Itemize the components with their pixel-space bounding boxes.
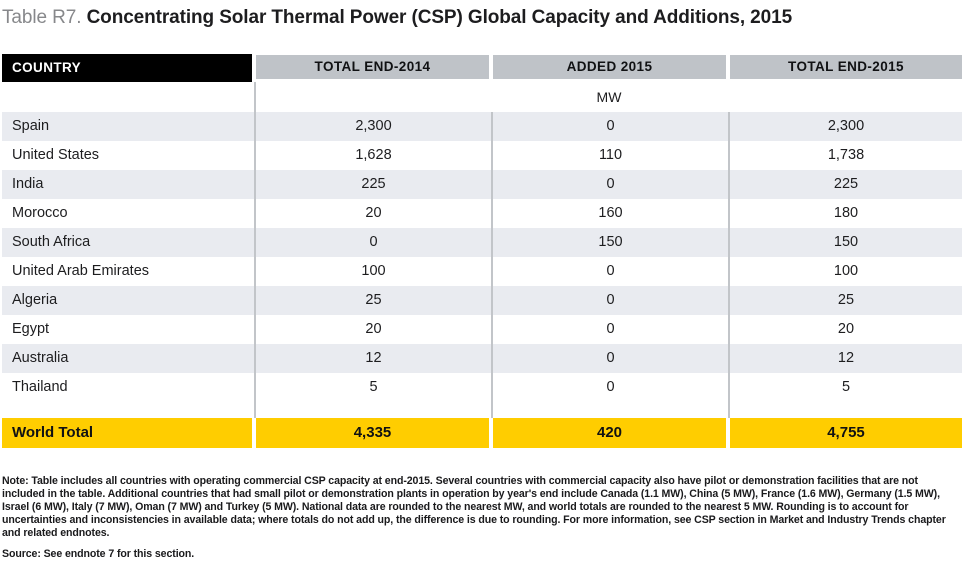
country-cell: India	[2, 170, 254, 199]
value-cell: 1,738	[728, 141, 962, 170]
unit-label: MW	[254, 82, 962, 112]
value-cell: 180	[728, 199, 962, 228]
table-title-prefix: Table R7.	[2, 7, 82, 28]
value-cell: 100	[728, 257, 962, 286]
value-cell: 2,300	[728, 112, 962, 141]
value-cell: 0	[491, 344, 728, 373]
country-cell: United Arab Emirates	[2, 257, 254, 286]
unit-row: MW	[2, 82, 962, 112]
value-cell: 25	[728, 286, 962, 315]
table-note: Note: Table includes all countries with …	[2, 475, 946, 539]
table-row-united-states: United States 1,628 110 1,738	[2, 141, 962, 170]
country-cell: United States	[2, 141, 254, 170]
value-cell: 2,300	[254, 112, 491, 141]
total-label-cell: World Total	[2, 418, 252, 448]
total-value-cell: 4,755	[730, 418, 962, 448]
value-cell: 0	[491, 286, 728, 315]
country-cell: South Africa	[2, 228, 254, 257]
table-row-australia: Australia 12 0 12	[2, 344, 962, 373]
country-cell: Australia	[2, 344, 254, 373]
total-value-cell: 4,335	[256, 418, 489, 448]
value-cell: 1,628	[254, 141, 491, 170]
unit-row-spacer	[2, 82, 254, 112]
table-title: Table R7. Concentrating Solar Thermal Po…	[2, 5, 962, 31]
country-cell: Spain	[2, 112, 254, 141]
value-cell: 20	[254, 315, 491, 344]
header-country: COUNTRY	[2, 54, 252, 82]
table-row-morocco: Morocco 20 160 180	[2, 199, 962, 228]
value-cell: 0	[491, 170, 728, 199]
table-title-main: Concentrating Solar Thermal Power (CSP) …	[86, 7, 793, 28]
value-cell: 100	[254, 257, 491, 286]
value-cell: 160	[491, 199, 728, 228]
header-added-2015: ADDED 2015	[493, 55, 726, 79]
table-total-row: World Total 4,335 420 4,755	[2, 418, 962, 448]
value-cell: 0	[491, 112, 728, 141]
value-cell: 5	[254, 373, 491, 402]
value-cell: 225	[254, 170, 491, 199]
table-source: Source: See endnote 7 for this section.	[2, 548, 195, 560]
table-row-united-arab-emirates: United Arab Emirates 100 0 100	[2, 257, 962, 286]
table-row-thailand: Thailand 5 0 5	[2, 373, 962, 402]
country-cell: Thailand	[2, 373, 254, 402]
country-cell: Algeria	[2, 286, 254, 315]
table-row-spain: Spain 2,300 0 2,300	[2, 112, 962, 141]
table-spacer-row	[2, 402, 962, 418]
value-cell: 12	[728, 344, 962, 373]
value-cell: 12	[254, 344, 491, 373]
table-row-south-africa: South Africa 0 150 150	[2, 228, 962, 257]
value-cell: 5	[728, 373, 962, 402]
table-header-row: COUNTRY TOTAL END-2014 ADDED 2015 TOTAL …	[2, 54, 962, 82]
value-cell: 0	[491, 257, 728, 286]
value-cell: 150	[491, 228, 728, 257]
country-cell: Morocco	[2, 199, 254, 228]
total-value-cell: 420	[493, 418, 726, 448]
value-cell: 25	[254, 286, 491, 315]
value-cell: 20	[728, 315, 962, 344]
table-row-algeria: Algeria 25 0 25	[2, 286, 962, 315]
table-row-india: India 225 0 225	[2, 170, 962, 199]
value-cell: 20	[254, 199, 491, 228]
value-cell: 0	[491, 315, 728, 344]
header-total-end-2014: TOTAL END-2014	[256, 55, 489, 79]
value-cell: 110	[491, 141, 728, 170]
value-cell: 0	[491, 373, 728, 402]
header-total-end-2015: TOTAL END-2015	[730, 55, 962, 79]
value-cell: 225	[728, 170, 962, 199]
table-row-egypt: Egypt 20 0 20	[2, 315, 962, 344]
country-cell: Egypt	[2, 315, 254, 344]
value-cell: 150	[728, 228, 962, 257]
value-cell: 0	[254, 228, 491, 257]
